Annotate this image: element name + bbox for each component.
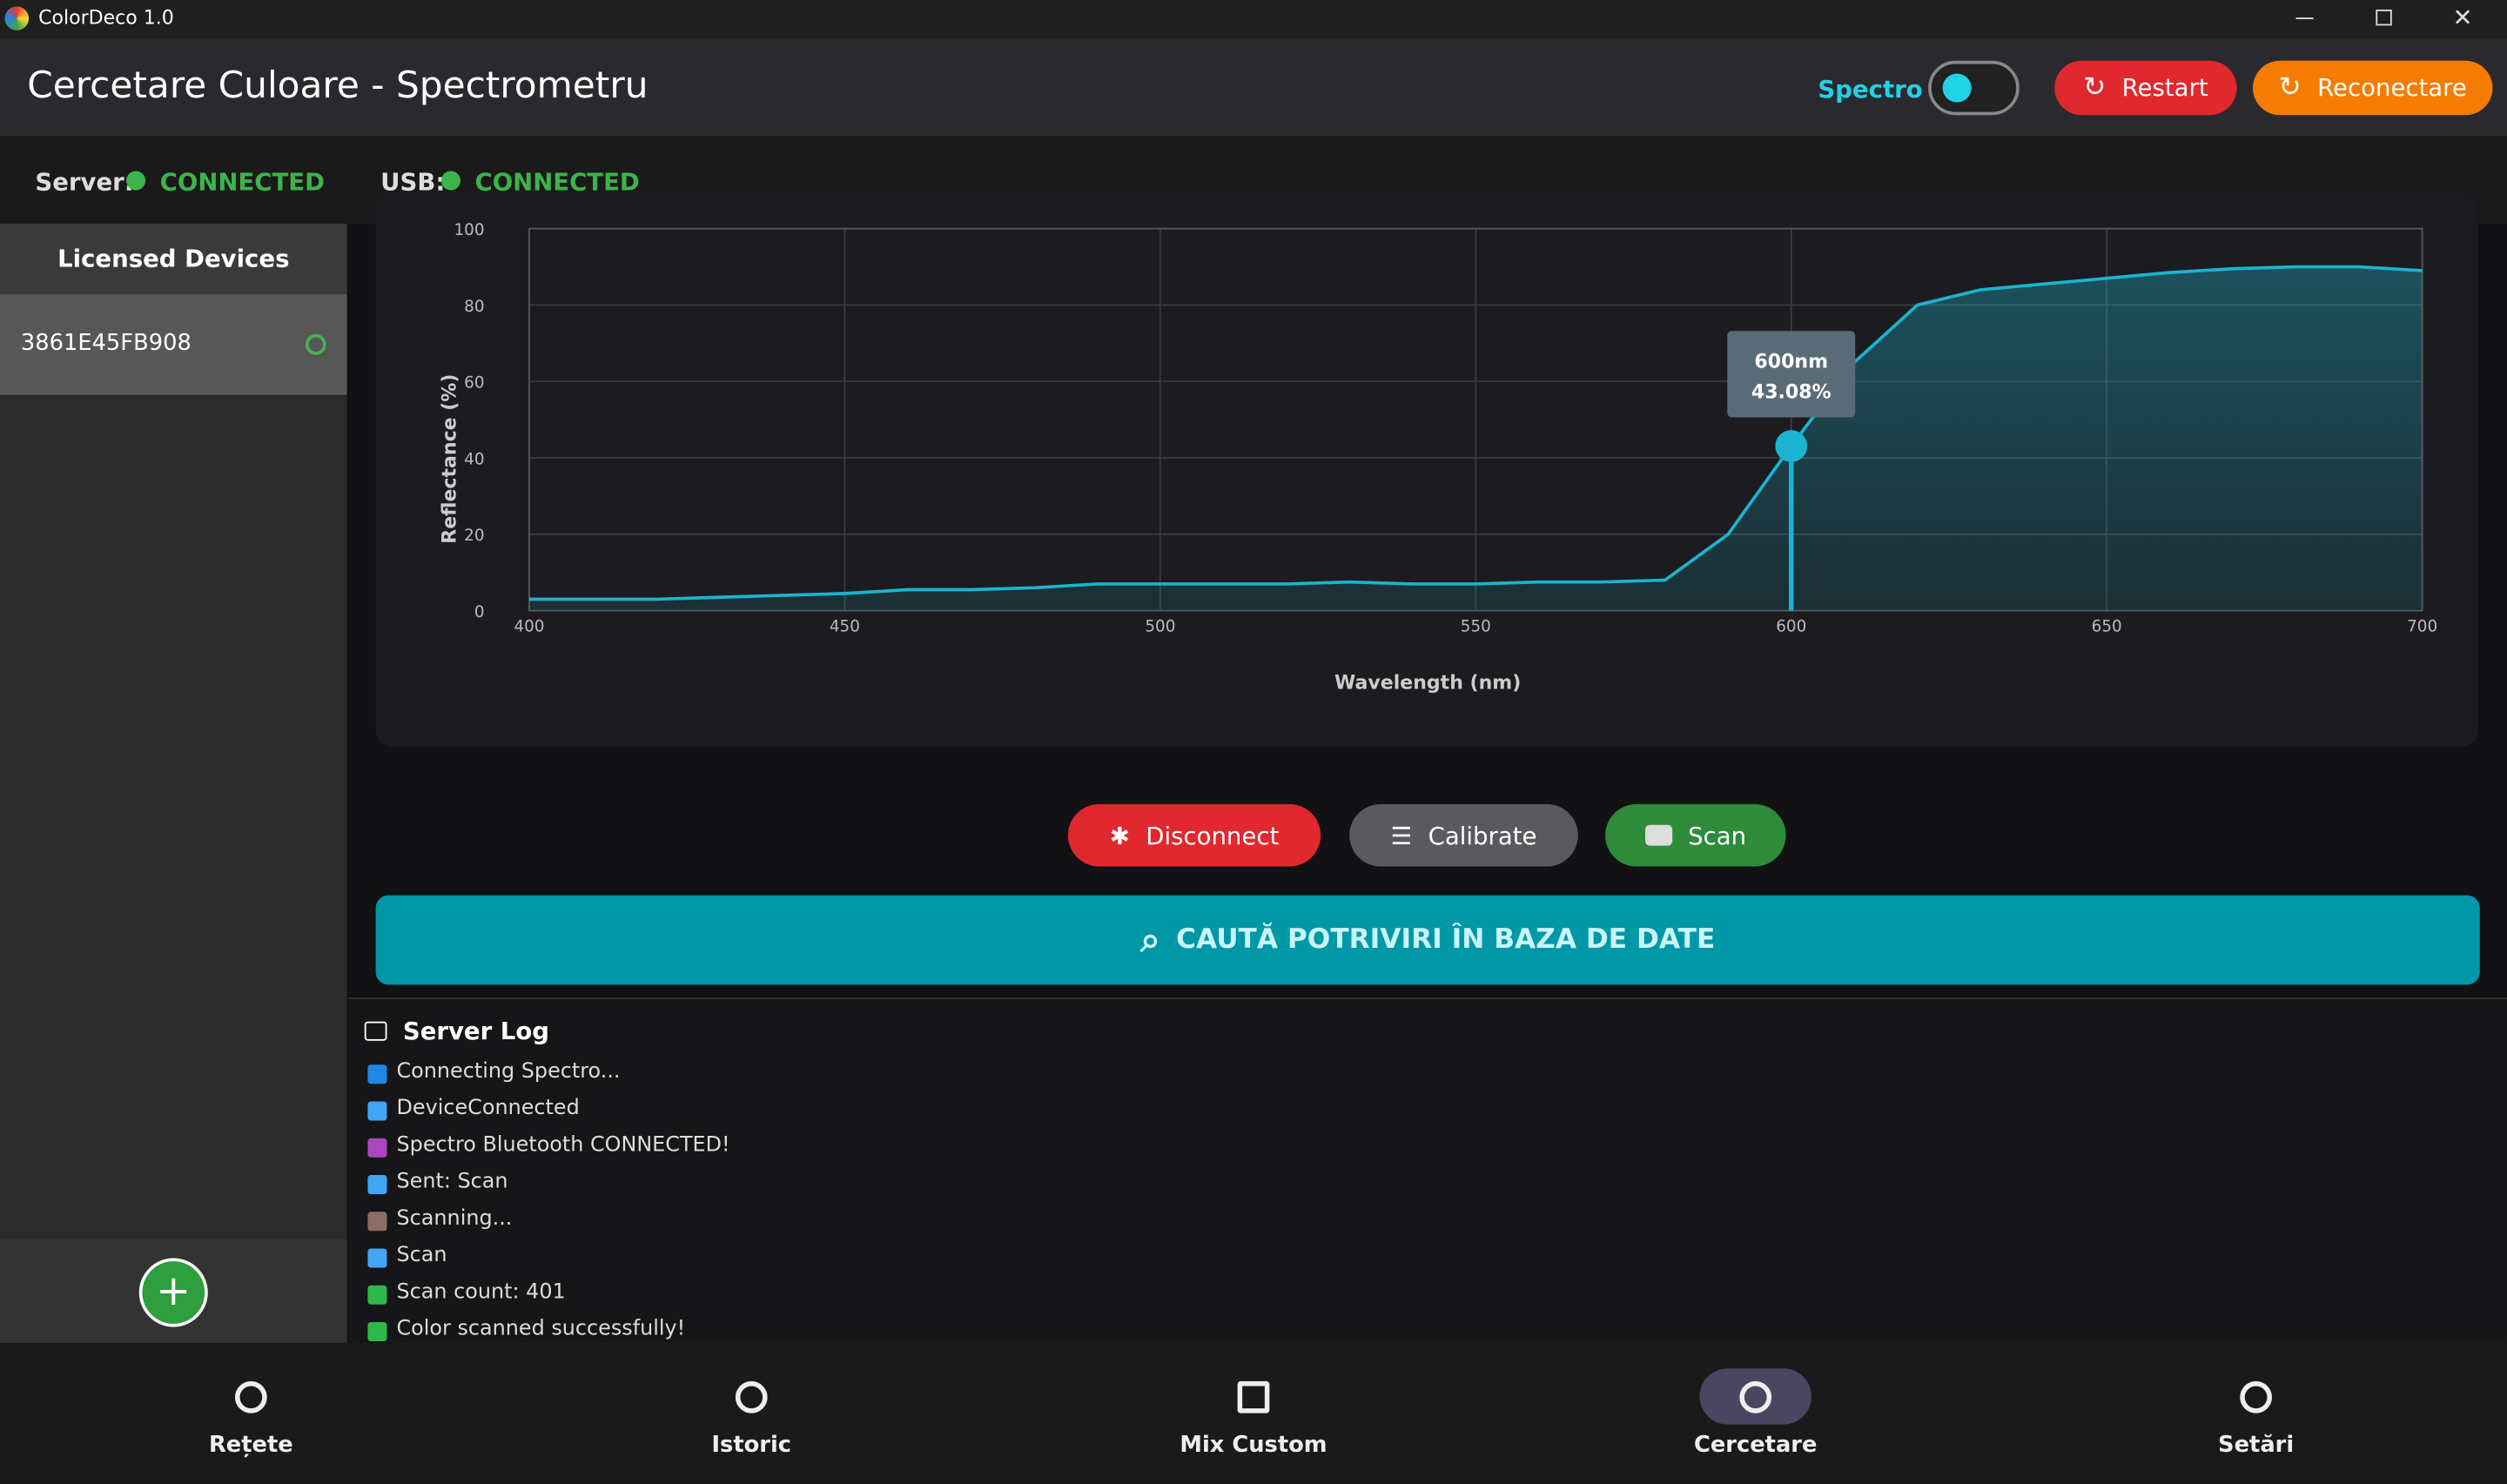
log-entry: Connecting Spectro... [396, 1059, 621, 1084]
tooltip-label: 600nm [1754, 352, 1828, 373]
button-label: Calibrate [1428, 821, 1537, 850]
log-entry: DeviceConnected [396, 1096, 580, 1121]
nav-item[interactable]: Istoric [711, 1432, 792, 1459]
status-dot [126, 171, 146, 191]
nav-icon [1237, 1380, 1270, 1413]
restart-button[interactable]: ↻ Restart [2054, 60, 2237, 116]
line [528, 265, 2423, 601]
nav-item[interactable]: Mix Custom [1180, 1432, 1327, 1459]
toggle[interactable] [1928, 60, 2020, 116]
x-tick-label: 400 [514, 618, 544, 636]
x-tick-label: 600 [1776, 618, 1806, 636]
nav-item[interactable]: Cercetare [1693, 1432, 1818, 1459]
search-button[interactable]: ⌕ CAUTĂ POTRIVIRI ÎN BAZA DE DATE [375, 895, 2480, 985]
y-tick-label: 40 [464, 450, 484, 468]
hover-point [1775, 430, 1808, 462]
nav-icon [735, 1380, 768, 1413]
y-tick-label: 80 [464, 298, 484, 316]
status-value: CONNECTED [159, 167, 325, 197]
status-label: Server: [35, 167, 134, 197]
header: Cercetare Culoare - Spectrometru Spectro… [0, 38, 2507, 137]
nav-item[interactable]: Rețete [209, 1432, 293, 1459]
toggle-label: Spectro [1818, 75, 1923, 104]
y-tick-label: 0 [474, 603, 485, 621]
y-tick-label: 20 [464, 527, 484, 545]
app-icon [4, 6, 30, 30]
log-entry: Sent: Scan [396, 1170, 508, 1195]
x-axis-label: Wavelength (nm) [1334, 673, 1521, 695]
status-dot [440, 171, 460, 191]
calibrate-button[interactable]: ☰ Calibrate [1349, 803, 1578, 867]
area [528, 266, 2423, 611]
button-label: Restart [2121, 73, 2208, 103]
title-bar: ColorDeco 1.0 ✕ [0, 0, 2507, 39]
device-id: 3861E45FB908 [20, 331, 192, 357]
x-tick-label: 650 [2092, 618, 2122, 636]
sidebar-footer: + [0, 1239, 347, 1343]
button-label: CAUTĂ POTRIVIRI ÎN BAZA DE DATE [1176, 923, 1716, 957]
maximize[interactable] [2376, 10, 2392, 26]
log-entry-icon [367, 1248, 387, 1268]
add-device-button[interactable]: + [138, 1258, 208, 1327]
log-entry-icon [367, 1285, 387, 1305]
tooltip-label: 43.08% [1751, 381, 1832, 403]
nav-icon [2240, 1380, 2272, 1413]
disconnect-button[interactable]: ✱ Disconnect [1067, 803, 1321, 867]
button-label: Scan [1688, 821, 1747, 850]
y-tick-label: 60 [464, 374, 484, 393]
close[interactable]: ✕ [2452, 3, 2473, 32]
scan-button[interactable]: Scan [1605, 803, 1786, 867]
sidebar-title: Licensed Devices [0, 224, 347, 294]
log-entry-icon [367, 1321, 387, 1342]
x-tick-label: 550 [1461, 618, 1491, 636]
button-label: Disconnect [1146, 821, 1280, 850]
minimize[interactable] [2295, 17, 2314, 20]
x-tick-label: 500 [1145, 618, 1175, 636]
x-tick-label: 700 [2407, 618, 2437, 636]
log-entry-icon [367, 1212, 387, 1232]
reconnect-button[interactable]: ↻ Reconectare [2252, 60, 2493, 116]
log-entry: Scanning... [396, 1206, 513, 1232]
y-tick-label: 100 [454, 221, 484, 239]
bottom-nav: Rețete Istoric Mix Custom Cercetare Setări [0, 1342, 2507, 1484]
log-entry: Color scanned successfully! [396, 1317, 686, 1342]
log-entry-icon [367, 1174, 387, 1195]
log-entry: Scan [396, 1243, 447, 1268]
log-entry-icon [367, 1138, 387, 1158]
log-entry: Spectro Bluetooth CONNECTED! [396, 1133, 730, 1158]
nav-icon [234, 1380, 267, 1413]
sidebar: Licensed Devices 3861E45FB908 + [0, 224, 347, 1343]
log-title: Server Log [402, 1017, 550, 1046]
log-entry-icon [367, 1101, 387, 1121]
device-status [305, 333, 326, 355]
log-entry: Scan count: 401 [396, 1280, 566, 1305]
device-row[interactable]: 3861E45FB908 [0, 293, 347, 395]
button-label: Reconectare [2317, 73, 2467, 103]
y-axis-label: Reflectance (%) [439, 374, 460, 544]
window-title: ColorDeco 1.0 [38, 6, 174, 30]
page-title: Cercetare Culoare - Spectrometru [27, 65, 649, 108]
x-tick-label: 450 [830, 618, 860, 636]
log-icon [364, 1021, 387, 1041]
nav-icon [1739, 1380, 1772, 1413]
server-log: Server Log Connecting Spectro... DeviceCo… [348, 997, 2507, 1343]
tooltip [1727, 331, 1856, 418]
log-entry-icon [367, 1064, 387, 1084]
nav-item[interactable]: Setări [2218, 1432, 2295, 1459]
